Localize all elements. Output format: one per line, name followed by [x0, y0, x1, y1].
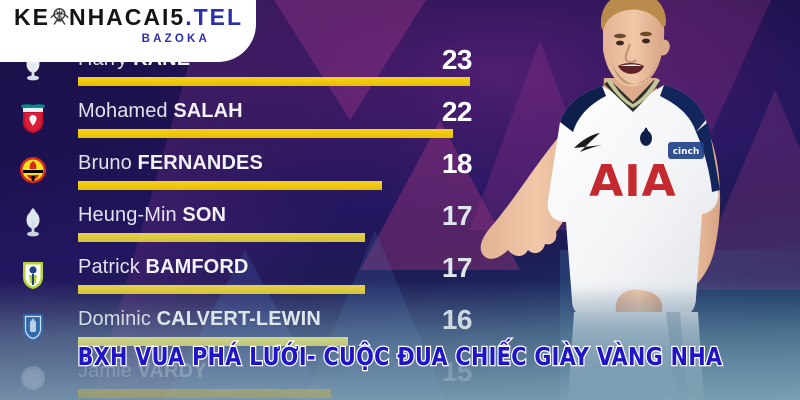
- player-last-name: VARDY: [137, 360, 207, 382]
- goal-bar: [78, 337, 348, 346]
- logo-wordmark: KE NHACAI5 .TEL: [14, 3, 241, 30]
- goal-count: 17: [441, 252, 473, 283]
- goal-count: 16: [441, 304, 473, 335]
- player-name: Jamie VARDY: [78, 360, 207, 383]
- goal-bar: [78, 389, 331, 398]
- player-last-name: BAMFORD: [145, 256, 249, 278]
- caption-banner: BXH VUA PHÁ LƯỚI- CUỘC ĐUA CHIẾC GIÀY VÀ…: [32, 341, 768, 373]
- goal-bar: [78, 129, 453, 138]
- goal-bar: [78, 233, 365, 242]
- goal-count: 22: [441, 96, 473, 127]
- goal-count: 18: [441, 148, 473, 179]
- manutd-badge-icon: [20, 157, 46, 183]
- goal-bar: [78, 285, 365, 294]
- logo-text-part2: NHACAI5: [68, 3, 186, 30]
- logo-text-part1: KE: [14, 3, 50, 30]
- svg-text:AIA: AIA: [589, 156, 676, 207]
- goal-bar: [78, 181, 382, 190]
- liverpool-badge-icon: [21, 104, 45, 133]
- player-first-name: Heung-Min: [78, 204, 177, 226]
- goal-count: 23: [441, 44, 473, 75]
- svg-text:cinch: cinch: [673, 147, 700, 157]
- table-row: Dominic CALVERT-LEWIN 16: [0, 304, 520, 356]
- table-row: Mohamed SALAH 22: [0, 96, 520, 148]
- everton-badge-icon: [23, 314, 43, 341]
- table-row: Patrick BAMFORD 17: [0, 252, 520, 304]
- player-name: Dominic CALVERT-LEWIN: [78, 308, 321, 331]
- scorers-list: Harry KANE 23 Mohamed SALAH 22: [0, 44, 520, 400]
- logo-subtitle: BAZOKA: [141, 32, 210, 45]
- player-first-name: Dominic: [78, 308, 151, 330]
- player-last-name: SALAH: [173, 100, 243, 122]
- player-last-name: SON: [182, 204, 227, 226]
- player-last-name: FERNANDES: [137, 152, 263, 174]
- player-name: Bruno FERNANDES: [78, 152, 263, 175]
- player-first-name: Mohamed: [78, 100, 168, 122]
- table-row: Heung-Min SON 17: [0, 200, 520, 252]
- site-logo[interactable]: KE NHACAI5 .TEL BAZOKA: [0, 0, 256, 62]
- player-last-name: CALVERT-LEWIN: [156, 308, 321, 330]
- player-name: Patrick BAMFORD: [78, 256, 248, 279]
- leeds-badge-icon: [23, 262, 43, 289]
- table-row: Bruno FERNANDES 18: [0, 148, 520, 200]
- caption-text: BXH VUA PHÁ LƯỚI- CUỘC ĐUA CHIẾC GIÀY VÀ…: [76, 341, 723, 373]
- player-name: Mohamed SALAH: [78, 100, 243, 123]
- tottenham-badge-icon: [26, 208, 40, 237]
- table-row: Jamie VARDY 15: [0, 356, 520, 400]
- goal-count: 17: [441, 200, 473, 231]
- goal-bar: [78, 77, 470, 86]
- mascot-character-icon: [50, 7, 69, 28]
- player-first-name: Patrick: [78, 256, 140, 278]
- goal-count: 15: [441, 356, 473, 387]
- player-name: Heung-Min SON: [78, 204, 226, 227]
- leicester-badge-icon: [21, 366, 45, 390]
- player-first-name: Bruno: [78, 152, 132, 174]
- logo-text-part3: .TEL: [185, 3, 244, 30]
- player-first-name: Jamie: [78, 360, 132, 382]
